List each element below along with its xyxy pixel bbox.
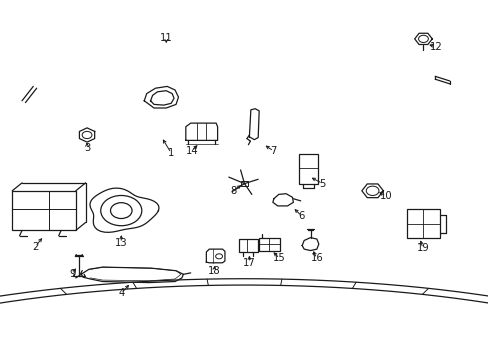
Bar xyxy=(406,209,439,238)
Text: 5: 5 xyxy=(319,179,325,189)
Text: 17: 17 xyxy=(243,258,255,268)
Text: 8: 8 xyxy=(230,186,236,196)
Text: 10: 10 xyxy=(379,191,392,201)
Text: 2: 2 xyxy=(32,242,39,252)
Text: 9: 9 xyxy=(69,269,76,279)
Bar xyxy=(240,181,248,186)
Bar xyxy=(259,238,279,251)
Text: 12: 12 xyxy=(429,42,442,52)
Text: 3: 3 xyxy=(84,143,90,153)
Text: 14: 14 xyxy=(185,146,198,156)
Text: 13: 13 xyxy=(115,238,127,248)
Text: 16: 16 xyxy=(310,253,323,264)
Text: 11: 11 xyxy=(160,33,172,43)
Text: 7: 7 xyxy=(270,146,277,156)
Bar xyxy=(12,191,76,230)
Text: 1: 1 xyxy=(167,148,174,158)
Text: 15: 15 xyxy=(273,253,285,264)
Bar xyxy=(299,154,317,184)
Text: 18: 18 xyxy=(207,266,220,276)
Text: 6: 6 xyxy=(298,211,305,221)
Text: 4: 4 xyxy=(118,288,124,298)
Bar xyxy=(238,239,258,252)
Text: 19: 19 xyxy=(416,243,428,253)
